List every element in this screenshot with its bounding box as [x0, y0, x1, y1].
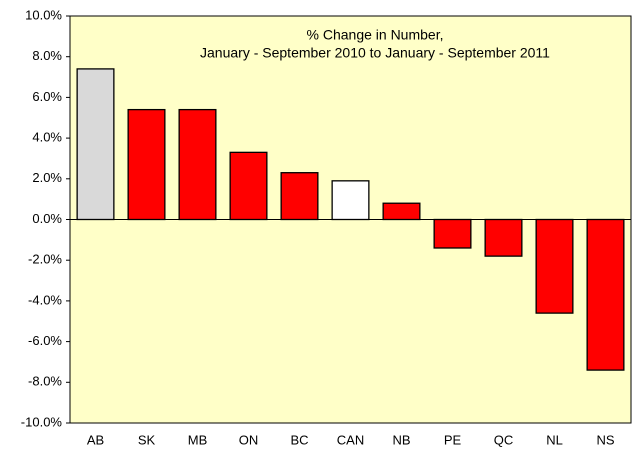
x-tick-label: PE: [444, 432, 462, 447]
x-tick-label: ON: [239, 432, 259, 447]
x-tick-label: MB: [188, 432, 208, 447]
bar: [229, 151, 268, 221]
y-tick-label: -6.0%: [28, 333, 62, 348]
x-tick-label: NS: [596, 432, 614, 447]
y-tick-label: 10.0%: [25, 7, 62, 22]
chart-subtitle: January - September 2010 to January - Se…: [200, 45, 550, 61]
x-tick-label: NB: [392, 432, 410, 447]
y-tick-label: 6.0%: [32, 89, 62, 104]
y-tick-label: -4.0%: [28, 292, 62, 307]
chart-title: % Change in Number,: [307, 27, 444, 43]
bar: [127, 108, 166, 221]
bar: [433, 218, 472, 249]
bar: [484, 218, 523, 257]
bar: [280, 172, 319, 221]
y-tick-label: -10.0%: [21, 414, 63, 429]
x-tick-label: CAN: [337, 432, 364, 447]
y-tick-label: -2.0%: [28, 252, 62, 267]
y-tick-label: -8.0%: [28, 374, 62, 389]
x-tick-label: SK: [138, 432, 156, 447]
y-tick-label: 8.0%: [32, 48, 62, 63]
bar: [535, 218, 574, 314]
y-tick-label: 0.0%: [32, 211, 62, 226]
x-tick-label: AB: [87, 432, 104, 447]
x-tick-label: QC: [494, 432, 514, 447]
y-tick-label: 2.0%: [32, 170, 62, 185]
bar: [382, 202, 421, 221]
bar: [76, 68, 115, 221]
bar: [178, 108, 217, 221]
x-tick-label: BC: [290, 432, 308, 447]
bar: [331, 180, 370, 221]
x-tick-label: NL: [546, 432, 563, 447]
y-tick-label: 4.0%: [32, 130, 62, 145]
bar: [586, 218, 625, 371]
